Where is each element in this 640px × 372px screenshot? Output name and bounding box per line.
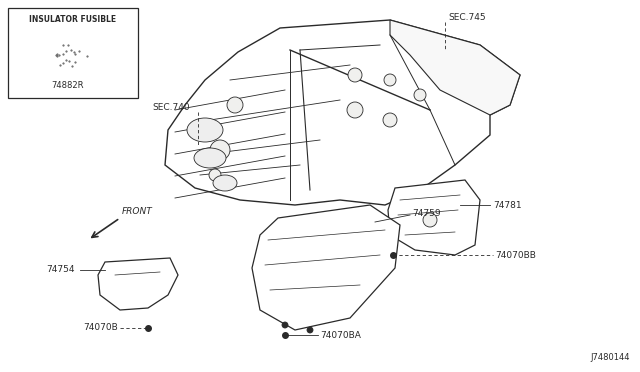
Polygon shape xyxy=(390,20,520,115)
Text: 74759: 74759 xyxy=(412,208,440,218)
Text: 74781: 74781 xyxy=(493,201,522,209)
Polygon shape xyxy=(165,20,520,205)
Text: 74754: 74754 xyxy=(47,266,75,275)
Circle shape xyxy=(307,327,313,333)
Text: SEC.745: SEC.745 xyxy=(448,13,486,22)
Bar xyxy=(8,8,138,98)
Circle shape xyxy=(227,97,243,113)
Circle shape xyxy=(414,89,426,101)
Ellipse shape xyxy=(187,118,223,142)
Circle shape xyxy=(423,213,437,227)
Circle shape xyxy=(282,322,288,328)
Text: SEC.740: SEC.740 xyxy=(152,103,189,112)
Circle shape xyxy=(384,74,396,86)
Circle shape xyxy=(209,169,221,181)
Polygon shape xyxy=(98,258,178,310)
Text: 74070B: 74070B xyxy=(83,324,118,333)
Text: J7480144: J7480144 xyxy=(591,353,630,362)
Circle shape xyxy=(347,102,363,118)
Text: INSULATOR FUSIBLE: INSULATOR FUSIBLE xyxy=(29,16,116,25)
Text: 74070BA: 74070BA xyxy=(320,330,361,340)
Text: FRONT: FRONT xyxy=(122,208,153,217)
Polygon shape xyxy=(252,205,400,330)
Circle shape xyxy=(210,140,230,160)
Ellipse shape xyxy=(194,148,226,168)
Text: 74882R: 74882R xyxy=(52,80,84,90)
Polygon shape xyxy=(388,180,480,255)
Circle shape xyxy=(348,68,362,82)
Ellipse shape xyxy=(213,175,237,191)
Text: 74070BB: 74070BB xyxy=(495,250,536,260)
Circle shape xyxy=(383,113,397,127)
Polygon shape xyxy=(40,35,96,75)
